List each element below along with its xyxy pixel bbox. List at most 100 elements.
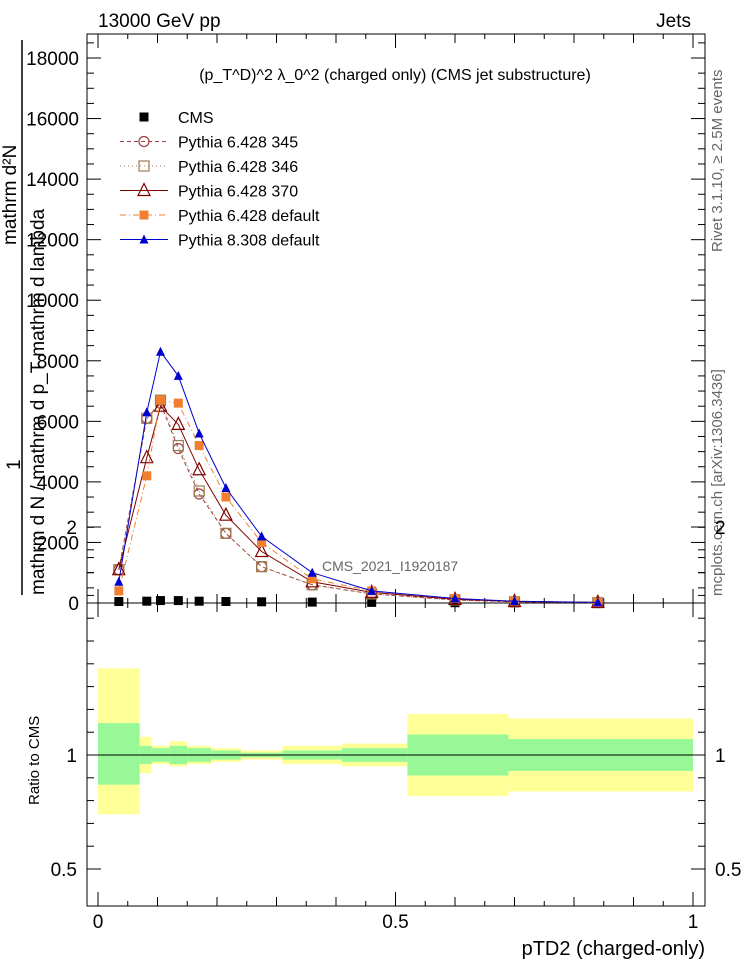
data-point [257, 597, 267, 607]
y-tick-label: 12000 [26, 231, 79, 252]
y-tick-label: 4000 [37, 473, 79, 494]
series-pythia-6-428-default [114, 395, 603, 607]
y-tick-label: 8000 [37, 352, 79, 373]
data-point [114, 596, 124, 606]
ratio-y-tick-label: 0.5 [51, 860, 77, 881]
series-layer [111, 346, 605, 609]
legend-label: Pythia 6.428 345 [178, 135, 298, 152]
data-point [172, 439, 184, 452]
legend-marker [138, 135, 150, 148]
series-pythia-6-428-346 [113, 394, 604, 609]
data-point [593, 597, 603, 607]
data-point [192, 461, 207, 476]
ratio-y-tick-label-right: 0.5 [715, 860, 741, 881]
main-y-ticks: 0 2000 4000 6000 8000 10000 12000 14000 16000 180… [26, 42, 705, 615]
data-point [221, 482, 231, 492]
data-point [367, 597, 377, 607]
legend-marker [139, 210, 149, 220]
mcplots-label: mcplots.cern.ch [arXiv:1306.3436] [709, 369, 726, 596]
series-pythia-8-308-default [114, 346, 603, 607]
data-point [450, 593, 460, 603]
data-point [142, 407, 152, 417]
legend-marker [139, 234, 149, 244]
y-axis-prefix: 1 [4, 459, 25, 470]
legend-label: Pythia 8.308 default [178, 233, 320, 250]
legend-label: Pythia 6.428 370 [178, 184, 298, 201]
data-point [111, 561, 126, 576]
data-point [142, 596, 152, 606]
data-point [171, 416, 186, 430]
x-tick-label: 0 [93, 912, 104, 933]
rivet-version-label: Rivet 3.1.10, ≥ 2.5M events [709, 70, 726, 253]
data-point [510, 596, 519, 606]
ratio-y-tick-label-right: 2 [715, 518, 726, 539]
x-tick-label: 1 [688, 912, 699, 933]
ratio-y-tick-label-right: 1 [715, 746, 726, 767]
jets-label: Jets [656, 11, 691, 32]
data-point [307, 597, 317, 607]
data-point [220, 527, 232, 539]
data-point [256, 561, 268, 573]
legend-marker [137, 182, 151, 197]
ratio-y-ticks: 0.5 0.5 1 1 2 2 [51, 518, 742, 881]
y-tick-label: 2000 [37, 533, 79, 554]
data-point [193, 485, 205, 497]
legend-label: Pythia 6.428 default [178, 208, 320, 225]
beam-energy-label: 13000 GeV pp [98, 11, 221, 32]
series-pythia-6-428-345 [113, 397, 604, 609]
ratio-inner-band [98, 723, 140, 785]
data-point [257, 531, 267, 541]
y-tick-label: 16000 [26, 110, 79, 131]
data-point [257, 537, 267, 547]
data-point [155, 596, 165, 606]
ratio-y-tick-label: 1 [66, 746, 77, 767]
data-point [194, 441, 204, 451]
data-point [367, 585, 377, 595]
legend-label: Pythia 6.428 346 [178, 159, 298, 176]
ratio-y-tick-label: 2 [66, 518, 77, 539]
series-line [118, 350, 598, 603]
data-point [254, 543, 269, 558]
series-line [118, 399, 598, 603]
ratio-uncertainty-bands [98, 668, 693, 815]
chart-title: (p_T^D)^2 λ_0^2 (charged only) (CMS jet … [199, 67, 591, 84]
y-axis-numerator: mathrm d²N [0, 145, 21, 245]
data-point [173, 370, 183, 380]
legend-marker [138, 160, 150, 172]
data-point [155, 395, 165, 405]
y-tick-label: 0 [68, 594, 79, 615]
data-point [114, 586, 124, 596]
data-point [256, 561, 268, 573]
series-pythia-6-428-370 [111, 397, 605, 608]
data-point [173, 398, 183, 408]
data-point [114, 576, 124, 586]
y-tick-label: 14000 [26, 170, 79, 191]
legend-label: CMS [178, 110, 214, 127]
data-point [173, 596, 183, 606]
data-point [220, 527, 232, 539]
data-point [153, 397, 168, 412]
y-tick-label: 10000 [26, 291, 79, 312]
main-x-ticks [97, 34, 694, 603]
legend: CMS Pythia 6.428 345 Pythia 6.428 346 Pythi… [120, 110, 320, 250]
x-tick-label: 0.5 [382, 912, 408, 933]
y-axis-denominator: mathrm d N / mathrm d p_T mathrm d lambd… [28, 208, 49, 595]
data-point [221, 492, 231, 502]
ratio-y-axis-label: Ratio to CMS [26, 716, 43, 805]
x-axis-label: pTD2 (charged-only) [522, 938, 705, 960]
data-point [139, 449, 154, 464]
legend-marker [139, 112, 149, 122]
y-tick-label: 18000 [26, 49, 79, 70]
data-point [218, 506, 233, 521]
analysis-id-watermark: CMS_2021_I1920187 [322, 558, 458, 574]
data-point [307, 567, 317, 577]
series-line [118, 405, 598, 603]
data-point [307, 574, 317, 584]
ratio-x-ticks: 0 0.5 1 [93, 603, 699, 933]
y-tick-label: 6000 [37, 412, 79, 433]
data-point [155, 346, 165, 356]
data-point [221, 596, 231, 606]
data-point [194, 428, 204, 438]
data-point [154, 394, 167, 406]
